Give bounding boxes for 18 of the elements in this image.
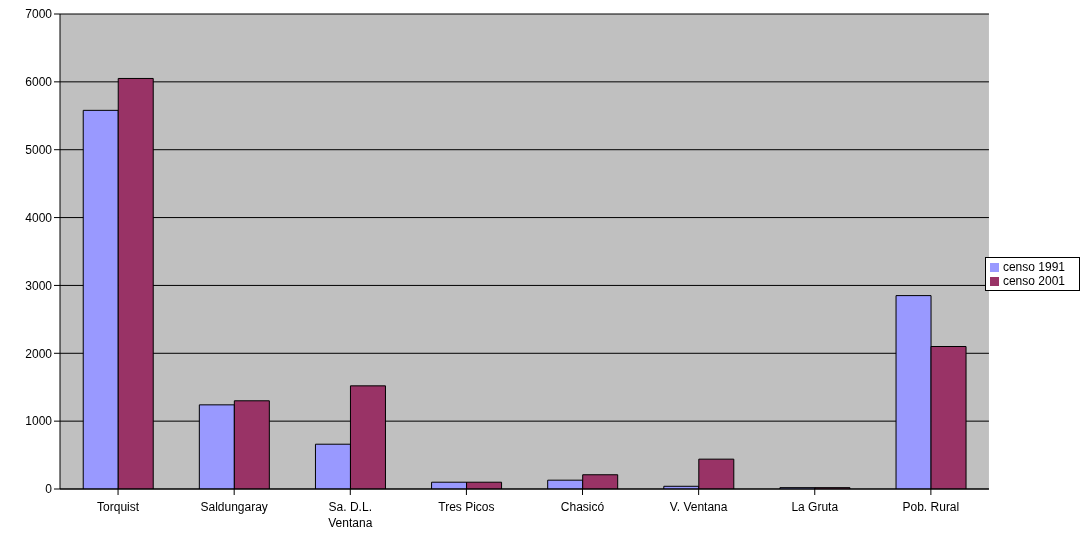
x-tick-label: Sa. D.L. Ventana [328,500,373,530]
y-tick-label: 0 [45,482,53,497]
x-tick-label: Chasicó [560,500,605,514]
y-tick-label: 7000 [25,7,53,22]
x-tick-label: La Gruta [791,500,839,514]
y-tick-label: 2000 [25,346,53,361]
y-tick-label: 3000 [25,278,53,293]
y-tick-label: 6000 [25,75,53,90]
x-tick-label: Pob. Rural [902,500,960,514]
legend-label: censo 2001 [1002,273,1065,288]
x-tick-label: Torquist [97,500,140,514]
x-tick-label: V. Ventana [669,500,728,514]
y-tick-label: 5000 [25,142,53,157]
y-tick-label: 4000 [25,210,53,225]
x-tick-label: Tres Picos [438,500,495,514]
legend-label: censo 1991 [1002,259,1065,274]
x-tick-label: Saldungaray [200,500,268,514]
y-tick-label: 1000 [25,414,53,429]
